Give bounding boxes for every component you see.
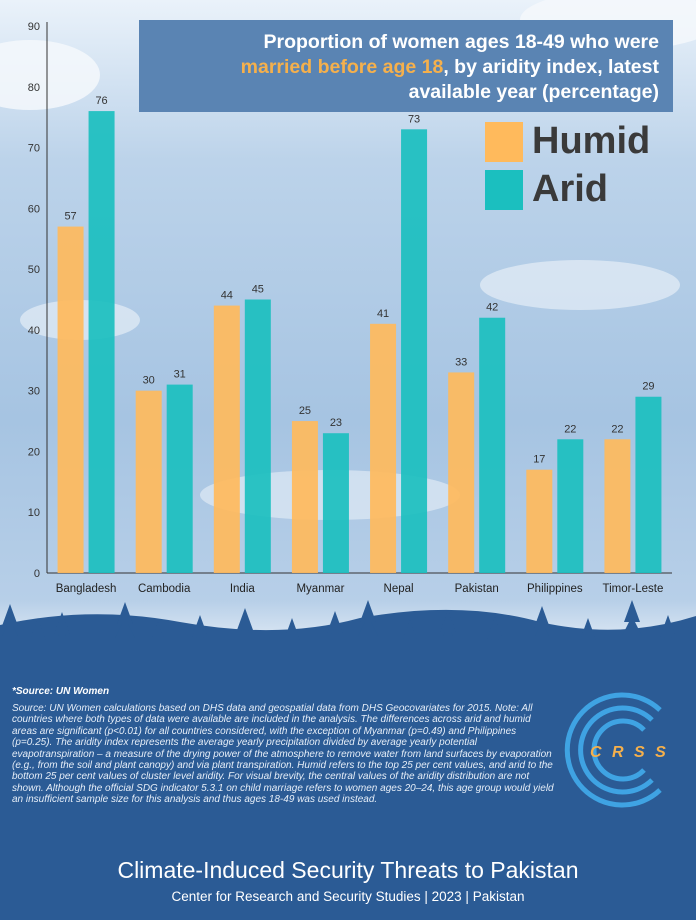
tree-icon bbox=[192, 615, 208, 640]
title-suffix: , by aridity index, latest bbox=[443, 56, 659, 78]
bar-arid bbox=[479, 317, 506, 573]
logo-text: C R S S bbox=[590, 744, 669, 761]
title-highlight: married before age 18 bbox=[240, 56, 444, 78]
data-label: 76 bbox=[95, 95, 107, 107]
tree-icon bbox=[54, 612, 70, 640]
chart-bars: 57 76 30 31 44 45 25 23 41 73 33 42 17 22 22 29 bbox=[57, 95, 662, 574]
bar-humid bbox=[213, 305, 240, 573]
legend-label-arid: Arid bbox=[532, 168, 608, 210]
bar-humid bbox=[135, 390, 162, 573]
tree-icon bbox=[237, 608, 253, 640]
y-tick-label: 40 bbox=[28, 325, 40, 337]
x-tick-label: Pakistan bbox=[455, 583, 499, 595]
landscape-silhouette bbox=[0, 600, 696, 640]
hill-silhouette bbox=[0, 609, 696, 640]
tree-icon bbox=[30, 618, 46, 640]
data-label: 25 bbox=[299, 405, 311, 417]
bar-arid bbox=[88, 111, 115, 573]
x-tick-label: Nepal bbox=[384, 583, 414, 595]
tree-icon bbox=[115, 602, 135, 638]
y-tick-label: 70 bbox=[28, 143, 40, 155]
bar-arid bbox=[166, 384, 193, 573]
tree-icon bbox=[533, 606, 551, 640]
data-label: 22 bbox=[611, 423, 623, 435]
legend-label-humid: Humid bbox=[532, 120, 651, 162]
y-tick-label: 10 bbox=[28, 507, 40, 519]
bar-arid bbox=[635, 396, 662, 573]
data-label: 45 bbox=[252, 284, 264, 296]
tree-icon bbox=[151, 622, 165, 640]
data-label: 57 bbox=[64, 211, 76, 223]
y-tick-label: 50 bbox=[28, 264, 40, 276]
bar-humid bbox=[604, 439, 631, 573]
y-tick-label: 30 bbox=[28, 386, 40, 398]
x-tick-label: Bangladesh bbox=[56, 583, 117, 595]
x-tick-label: India bbox=[230, 583, 256, 595]
legend-swatch-arid bbox=[485, 169, 523, 210]
tree-icon bbox=[327, 611, 343, 640]
bar-arid bbox=[244, 299, 271, 573]
x-tick-label: Timor-Leste bbox=[602, 583, 663, 595]
data-label: 30 bbox=[143, 375, 155, 387]
data-label: 33 bbox=[455, 356, 467, 368]
bar-arid bbox=[401, 129, 428, 574]
bar-humid bbox=[291, 421, 318, 573]
cloud-decoration bbox=[480, 260, 680, 310]
bar-arid bbox=[557, 439, 584, 573]
bar-chart: 0 10 20 30 40 50 60 70 80 90 Bangladesh Cambodia Ind… bbox=[0, 21, 696, 640]
footer-panel bbox=[0, 640, 696, 920]
data-label: 42 bbox=[486, 302, 498, 314]
x-tick-label: Philippines bbox=[527, 583, 583, 595]
legend-item-arid: Arid bbox=[485, 168, 608, 211]
data-label: 31 bbox=[174, 369, 186, 381]
footer-title: Climate-Induced Security Threats to Paki… bbox=[117, 857, 579, 883]
bar-arid bbox=[322, 433, 349, 573]
data-label: 29 bbox=[642, 381, 654, 393]
tree-icon bbox=[402, 620, 418, 640]
data-label: 17 bbox=[533, 454, 545, 466]
chart-title: Proportion of women ages 18-49 who were … bbox=[139, 20, 673, 112]
data-label: 44 bbox=[221, 290, 233, 302]
tree-icon bbox=[284, 618, 300, 640]
legend-swatch-humid bbox=[485, 121, 523, 162]
y-tick-label: 20 bbox=[28, 446, 40, 458]
footer-subtitle: Center for Research and Security Studies… bbox=[171, 889, 525, 904]
bar-humid bbox=[448, 372, 475, 573]
y-tick-label: 80 bbox=[28, 82, 40, 94]
title-line3: available year (percentage) bbox=[408, 81, 659, 103]
tree-icon bbox=[440, 610, 456, 640]
legend-item-humid: Humid bbox=[485, 120, 650, 163]
source-heading: *Source: UN Women bbox=[12, 686, 110, 697]
tree-icon bbox=[0, 604, 20, 640]
y-tick-label: 90 bbox=[28, 21, 40, 33]
crss-logo: C R S S bbox=[564, 692, 669, 808]
data-label: 23 bbox=[330, 417, 342, 429]
y-tick-label: 0 bbox=[34, 568, 40, 580]
y-tick-label: 60 bbox=[28, 203, 40, 215]
data-label: 41 bbox=[377, 308, 389, 320]
tree-icon bbox=[622, 600, 642, 636]
tree-icon bbox=[487, 617, 503, 640]
bar-humid bbox=[370, 323, 397, 573]
data-label: 73 bbox=[408, 113, 420, 125]
bar-humid bbox=[57, 226, 84, 574]
tree-icon bbox=[580, 618, 596, 640]
tree-icon bbox=[660, 615, 676, 640]
x-tick-label: Cambodia bbox=[138, 583, 191, 595]
x-tick-label: Myanmar bbox=[296, 583, 344, 595]
tree-icon bbox=[358, 600, 378, 636]
source-note: Source: UN Women calculations based on D… bbox=[12, 703, 554, 806]
data-label: 22 bbox=[564, 423, 576, 435]
bar-humid bbox=[526, 469, 553, 573]
title-prefix: Proportion of women ages 18-49 who were bbox=[263, 31, 660, 53]
